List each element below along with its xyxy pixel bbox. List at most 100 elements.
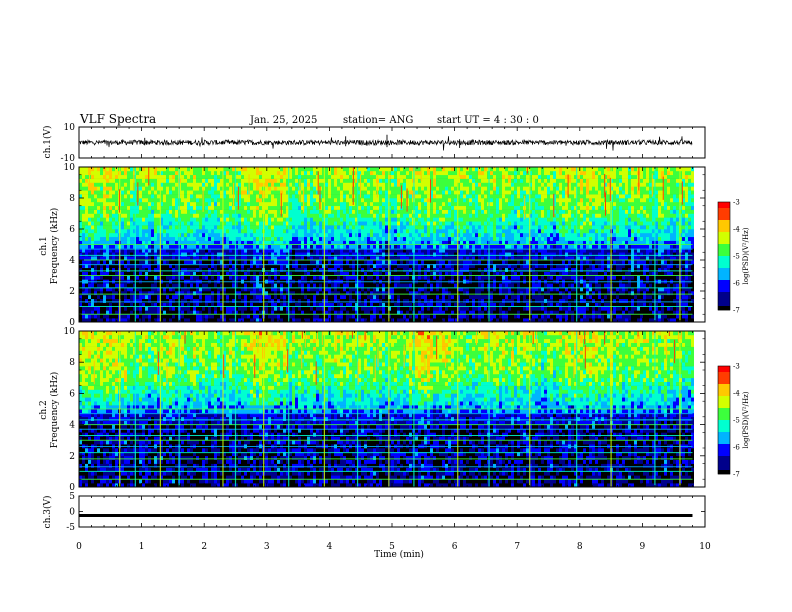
ch1-spectrogram-cell (301, 310, 304, 315)
ch1-spectrogram-cell (301, 306, 304, 311)
ch1-spectrogram-cell (289, 240, 292, 245)
ch1-spectrogram-cell (436, 217, 439, 222)
ch1-spectrogram-cell (121, 256, 124, 261)
ch1-spectrogram-cell (319, 205, 322, 210)
ch1-spectrogram-cell (241, 178, 244, 183)
ch1-spectrogram-cell (160, 244, 163, 249)
ch1-spectrogram-cell (301, 229, 304, 234)
ch1-spectrogram-cell (160, 225, 163, 230)
ch1-spectrogram-cell (361, 182, 364, 187)
ch1-spectrogram-cell (175, 256, 178, 261)
ch1-spectrogram-cell (205, 256, 208, 261)
ch1-spectrogram-cell (256, 256, 259, 261)
ch1-spectrogram-cell (88, 256, 91, 261)
ch1-spectrogram-cell (301, 186, 304, 191)
ch1-spectrogram-cell (400, 314, 403, 319)
ch1-spectrogram-cell (349, 213, 352, 218)
ch1-spectrogram-cell (250, 263, 253, 269)
ch1-spectrogram-cell (250, 182, 253, 187)
ch1-spectrogram-cell (97, 291, 100, 296)
ch1-spectrogram-cell (244, 263, 247, 269)
ch1-spectrogram-cell (364, 236, 367, 241)
ch1-spectrogram-cell (310, 217, 313, 222)
ch1-spectrogram-cell (304, 256, 307, 261)
ch1-spectrogram-cell (310, 232, 313, 238)
ch1-spectrogram-cell (424, 178, 427, 183)
ch1-spectrogram-cell (418, 174, 421, 179)
ch1-spectrogram-cell (139, 306, 142, 311)
ch1-spectrogram-cell (184, 240, 187, 245)
ch1-spectrogram-cell (85, 190, 88, 195)
ch1-spectrogram-cell (367, 198, 370, 203)
ch1-spectrogram-cell (358, 244, 361, 249)
ch1-spectrogram-cell (304, 205, 307, 210)
ch1-spectrogram-cell (196, 314, 199, 319)
ch1-spectrogram-cell (325, 236, 328, 241)
ch1-spectrogram-cell (112, 267, 115, 272)
ch1-spectrogram-cell (205, 167, 208, 172)
ch1-spectrogram-cell (247, 275, 250, 280)
ch1-spectrogram-cell (343, 275, 346, 280)
ch1-spectrogram-cell (181, 174, 184, 179)
ch1-spectrogram-cell (289, 256, 292, 261)
ch1-spectrogram-cell (91, 263, 94, 269)
ch1-spectrogram-cell (100, 236, 103, 241)
ch1-spectrogram-cell (208, 283, 211, 288)
ch1-spectrogram-cell (193, 221, 196, 226)
ch1-spectrogram-cell (241, 267, 244, 272)
ch1-spectrogram-cell (199, 263, 202, 269)
ch1-spectrogram-cell (241, 291, 244, 296)
ch1-spectrogram-cell (112, 221, 115, 226)
ch1-spectrogram-cell (190, 205, 193, 210)
ch1-spectrogram-cell (166, 240, 169, 245)
ch1-spectrogram-cell (295, 198, 298, 203)
ch1-spectrogram-cell (193, 240, 196, 245)
ch1-spectrogram-cell (358, 225, 361, 230)
ch1-spectrogram-cell (157, 260, 160, 265)
ch1-spectrogram-cell (82, 174, 85, 179)
ch1-spectrogram-cell (193, 287, 196, 292)
ch1-spectrogram-cell (121, 275, 124, 280)
ch1-spectrogram-cell (127, 236, 130, 241)
ch1-spectrogram-cell (100, 267, 103, 272)
ch1-spectrogram-cell (286, 302, 289, 307)
ch1-spectrogram-cell (214, 190, 217, 195)
ch1-spectrogram-cell (238, 275, 241, 280)
ch1-spectrogram-cell (139, 205, 142, 210)
ch1-spectrogram-cell (427, 174, 430, 179)
ch1-spectrogram-cell (88, 318, 91, 323)
ch1-spectrogram-cell (154, 244, 157, 249)
ch1-spectrogram-cell (82, 182, 85, 187)
ch1-spectrogram-cell (277, 170, 280, 176)
ch1-spectrogram-cell (127, 190, 130, 195)
ch1-spectrogram-cell (304, 267, 307, 272)
ch1-spectrogram-cell (250, 302, 253, 307)
ch1-spectrogram-cell (85, 310, 88, 315)
ch1-spectrogram-cell (112, 302, 115, 307)
ch1-spectrogram-cell (265, 263, 268, 269)
ch1-spectrogram-cell (421, 221, 424, 226)
ch1-spectrogram-cell (103, 306, 106, 311)
ch1-spectrogram-cell (319, 314, 322, 319)
ch1-spectrogram-cell (193, 252, 196, 257)
ch1-spectrogram-cell (169, 167, 172, 172)
ch1-spectrogram-cell (385, 167, 388, 172)
ch1-spectrogram-cell (391, 167, 394, 172)
ch1-spectrogram-cell (205, 306, 208, 311)
ch1-spectrogram-cell (169, 283, 172, 288)
ch1-spectrogram-cell (235, 260, 238, 265)
ch1-spectrogram-cell (391, 283, 394, 288)
ch1-spectrogram-cell (244, 190, 247, 195)
ch1-spectrogram-cell (250, 314, 253, 319)
ch1-spectrogram-cell (166, 298, 169, 303)
ch1-spectrogram-cell (268, 283, 271, 288)
ch1-spectrogram-cell (364, 201, 367, 207)
ch1-spectrogram-cell (295, 174, 298, 179)
ch1-spectrogram-cell (202, 294, 205, 300)
ch1-spectrogram-cell (403, 294, 406, 300)
ch1-spectrogram-cell (244, 240, 247, 245)
ch1-spectrogram-cell (160, 275, 163, 280)
ch1-spectrogram-cell (361, 178, 364, 183)
ch1-spectrogram-cell (121, 267, 124, 272)
